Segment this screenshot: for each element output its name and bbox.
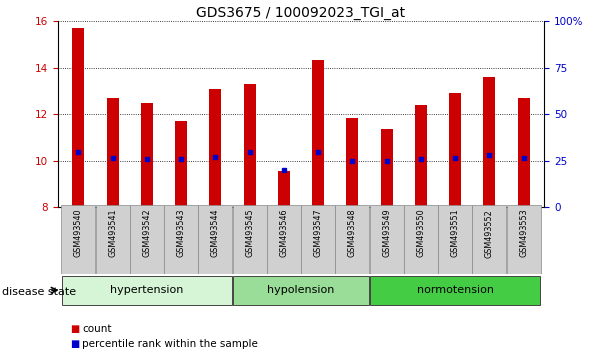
FancyBboxPatch shape [198,205,232,274]
Text: GSM493549: GSM493549 [382,209,391,257]
Text: count: count [82,324,112,333]
Text: GSM493546: GSM493546 [279,209,288,257]
Text: GSM493552: GSM493552 [485,209,494,257]
FancyBboxPatch shape [233,276,369,304]
Text: GSM493542: GSM493542 [142,209,151,257]
Bar [312,59,324,207]
FancyBboxPatch shape [130,205,164,274]
FancyBboxPatch shape [472,205,506,274]
Text: GSM493548: GSM493548 [348,209,357,257]
FancyBboxPatch shape [506,205,541,274]
FancyBboxPatch shape [438,205,472,274]
Text: percentile rank within the sample: percentile rank within the sample [82,339,258,349]
Text: GSM493551: GSM493551 [451,209,460,257]
FancyBboxPatch shape [267,205,301,274]
Text: GSM493544: GSM493544 [211,209,220,257]
FancyBboxPatch shape [370,276,541,304]
Bar [175,121,187,207]
Text: ■: ■ [70,324,79,333]
Bar [278,171,290,207]
FancyBboxPatch shape [370,205,404,274]
Text: ■: ■ [70,339,79,349]
Text: hypolension: hypolension [268,285,334,295]
Bar [72,28,85,207]
Bar [517,98,530,207]
FancyBboxPatch shape [233,205,266,274]
FancyBboxPatch shape [61,205,95,274]
Text: GSM493543: GSM493543 [176,209,185,257]
Bar [483,77,496,207]
FancyBboxPatch shape [336,205,369,274]
Bar [244,84,255,207]
Text: GSM493550: GSM493550 [416,209,426,257]
Title: GDS3675 / 100092023_TGI_at: GDS3675 / 100092023_TGI_at [196,6,406,20]
FancyBboxPatch shape [61,276,232,304]
Bar [141,103,153,207]
Bar [415,105,427,207]
Text: GSM493553: GSM493553 [519,209,528,257]
Text: GSM493547: GSM493547 [314,209,323,257]
FancyBboxPatch shape [95,205,130,274]
Bar [381,129,393,207]
Text: hypertension: hypertension [110,285,184,295]
Bar [209,88,221,207]
Text: GSM493545: GSM493545 [245,209,254,257]
Text: disease state: disease state [2,287,76,297]
Bar [449,93,461,207]
FancyBboxPatch shape [404,205,438,274]
Text: GSM493541: GSM493541 [108,209,117,257]
Bar [106,98,119,207]
Text: GSM493540: GSM493540 [74,209,83,257]
Text: normotension: normotension [416,285,494,295]
FancyBboxPatch shape [164,205,198,274]
FancyBboxPatch shape [301,205,335,274]
Bar [347,118,358,207]
